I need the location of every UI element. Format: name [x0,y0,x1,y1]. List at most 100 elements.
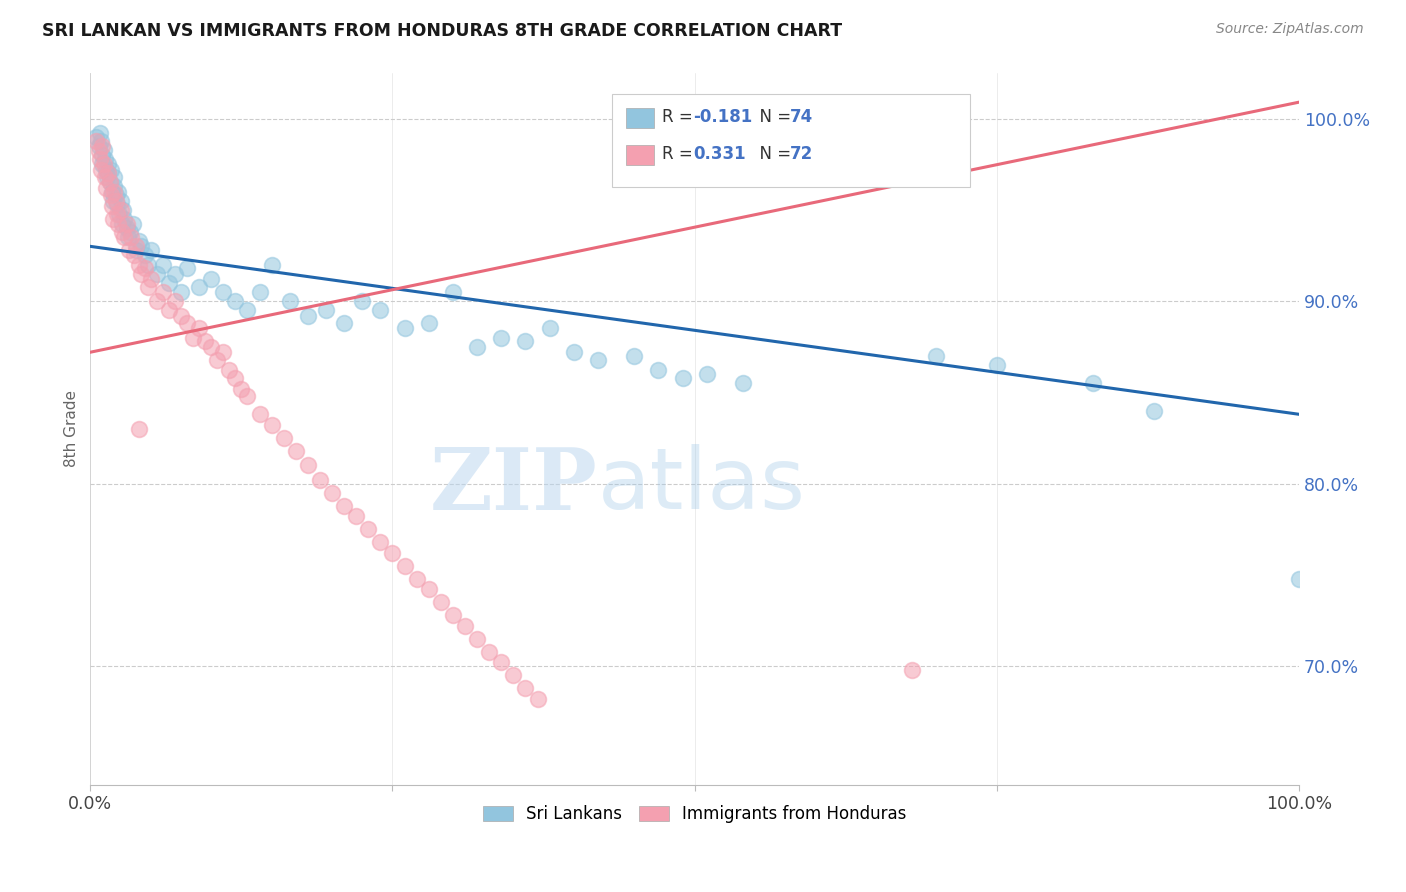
Point [107,185,129,199]
Point [260,258,283,272]
Point [394,558,416,573]
Point [218,363,240,377]
Point [170,309,193,323]
Point [112,230,135,244]
Point [441,285,464,299]
Point [107,218,129,232]
Point [381,546,404,560]
Point [157,276,180,290]
Point [157,303,180,318]
Point [405,572,427,586]
Point [188,279,211,293]
Point [134,261,156,276]
Point [236,389,259,403]
Point [188,321,211,335]
Point [129,239,152,253]
Point [125,239,148,253]
Point [96,169,118,184]
Point [103,194,125,208]
Point [139,243,162,257]
Point [526,692,548,706]
Point [352,294,374,309]
Point [104,188,127,202]
Point [273,431,295,445]
Point [231,382,253,396]
Text: ZIP: ZIP [430,444,598,528]
Point [284,443,307,458]
Point [120,225,142,239]
Point [94,162,117,177]
Point [110,202,132,217]
Point [212,345,235,359]
Point [194,334,217,349]
Text: R =: R = [662,145,699,163]
Point [128,422,150,436]
Text: N =: N = [749,145,797,163]
Point [90,162,112,177]
Point [138,279,160,293]
Point [986,358,1008,372]
Text: SRI LANKAN VS IMMIGRANTS FROM HONDURAS 8TH GRADE CORRELATION CHART: SRI LANKAN VS IMMIGRANTS FROM HONDURAS 8… [42,22,842,40]
Point [100,188,122,202]
Point [430,595,453,609]
Point [465,340,488,354]
Point [623,349,645,363]
Point [100,162,122,177]
Point [370,303,392,318]
Point [98,176,121,190]
Point [357,522,380,536]
Point [115,221,138,235]
Point [297,309,319,323]
Point [297,458,319,473]
Point [278,294,301,309]
Point [647,363,669,377]
Point [112,212,135,227]
Point [925,349,948,363]
Text: Source: ZipAtlas.com: Source: ZipAtlas.com [1216,22,1364,37]
Point [163,267,186,281]
Point [491,656,513,670]
Point [502,668,524,682]
Point [91,157,114,171]
Point [118,243,141,257]
Point [139,272,162,286]
Point [696,367,718,381]
Point [170,285,193,299]
Point [86,129,108,144]
Point [105,206,128,220]
Point [94,169,117,184]
Point [94,152,117,166]
Point [731,376,754,391]
Point [108,206,131,220]
Point [418,582,440,597]
Point [200,340,222,354]
Point [344,509,367,524]
Point [515,681,537,695]
Point [152,285,174,299]
Point [87,139,110,153]
Point [103,179,125,194]
Point [249,285,271,299]
Text: -0.181: -0.181 [693,108,752,126]
Point [111,202,134,217]
Point [103,185,125,199]
Point [121,218,143,232]
Point [120,230,142,244]
Text: 74: 74 [790,108,814,126]
Point [260,418,283,433]
Point [465,632,488,646]
Point [104,194,127,208]
Point [1083,376,1105,391]
Point [146,267,169,281]
Point [236,303,259,318]
Point [111,225,134,239]
Point [181,330,204,344]
Point [90,134,112,148]
Point [97,157,120,171]
Point [93,143,115,157]
Point [163,294,186,309]
Point [101,199,124,213]
Point [105,197,128,211]
Point [309,473,332,487]
Point [97,166,120,180]
